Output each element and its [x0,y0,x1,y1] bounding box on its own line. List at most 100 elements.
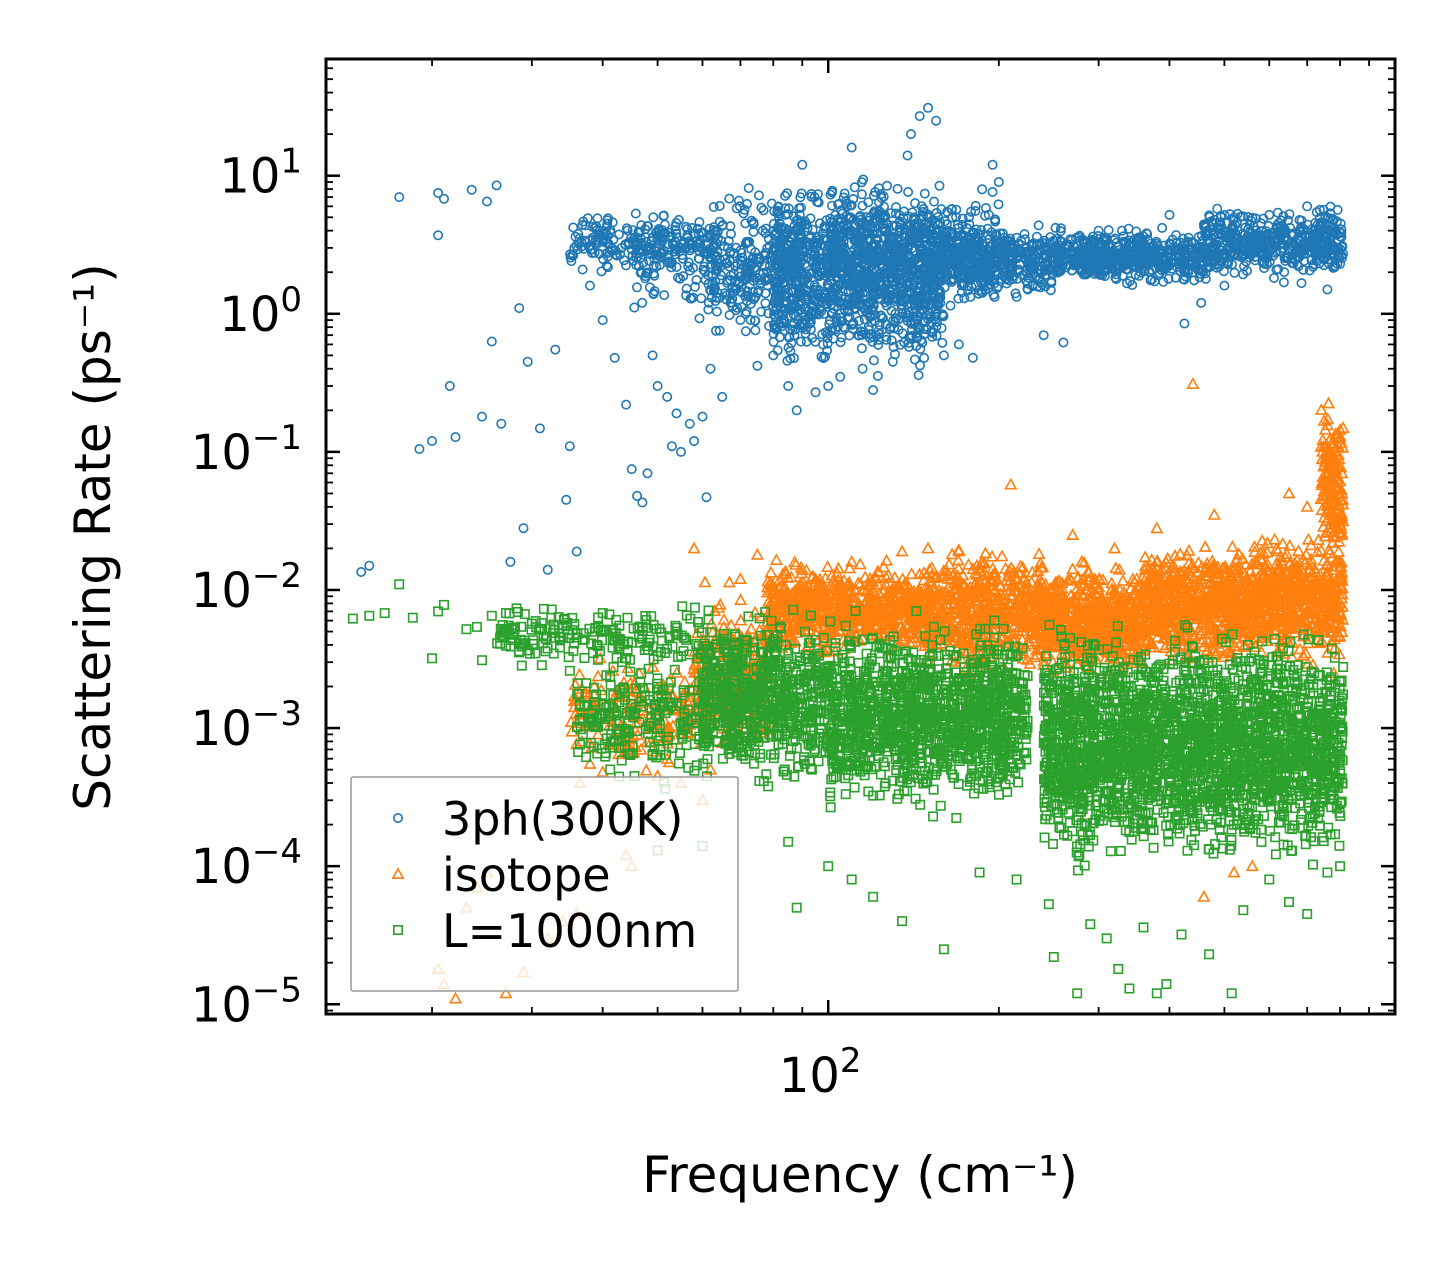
3ph-300k-point [571,240,582,251]
3ph-300k-point [582,213,593,224]
3ph-300k-point [702,232,713,243]
3ph-300k-point [741,198,752,209]
3ph-300k-point [722,258,733,269]
3ph-300k-point [749,315,760,326]
3ph-300k-point [694,313,705,324]
3ph-300k-point [633,260,644,271]
3ph-300k-point [724,255,735,266]
3ph-300k-point [681,283,692,294]
3ph-300k-point [929,196,940,207]
3ph-300k-point [685,293,696,304]
3ph-300k-point [738,208,749,219]
3ph-300k-point [587,248,598,259]
3ph-300k-point [705,229,716,240]
3ph-300k-point [703,249,714,260]
3ph-300k-point [601,260,612,271]
3ph-300k-point [665,232,676,243]
3ph-300k-point [705,284,716,295]
3ph-300k-point [733,195,744,206]
3ph-300k-point [748,294,759,305]
3ph-300k-point [711,306,722,317]
3ph-300k-point [725,221,736,232]
3ph-300k-point [724,310,735,321]
3ph-300k-point [671,244,682,255]
3ph-300k-point [760,298,771,309]
3ph-300k-point [587,232,598,243]
3ph-300k-point [659,290,670,301]
3ph-300k-point [650,245,661,256]
3ph-300k-point [740,326,751,337]
3ph-300k-point [601,248,612,259]
3ph-300k-point [903,187,914,198]
3ph-300k-point [758,205,769,216]
3ph-300k-point [742,267,753,278]
3ph-300k-point [745,314,756,325]
3ph-300k-point [730,277,741,288]
3ph-300k-point [658,211,669,222]
3ph-300k-point [750,325,761,336]
3ph-300k-point [724,193,735,204]
3ph-300k-point [663,252,674,263]
3ph-300k-point [594,232,605,243]
3ph-300k-point [700,274,711,285]
3ph-300k-point [721,290,732,301]
3ph-300k-point [616,242,627,253]
3ph-300k-point [748,217,759,228]
3ph-300k-point [675,273,686,284]
3ph-300k-point [710,276,721,287]
3ph-300k-point [636,267,647,278]
3ph-300k-point [631,282,642,293]
3ph-300k-point [602,215,613,226]
3ph-300k-point [610,245,621,256]
3ph-300k-point [640,224,651,235]
3ph-300k-point [773,211,784,222]
3ph-300k-point [759,250,770,261]
3ph-300k-point [573,228,584,239]
3ph-300k-point [720,288,731,299]
3ph-300k-point [756,202,767,213]
3ph-300k-point [697,244,708,255]
3ph-300k-point [621,223,632,234]
3ph-300k-point [703,297,714,308]
3ph-300k-point [655,233,666,244]
3ph-300k-point [594,248,605,259]
3ph-300k-point [735,255,746,266]
3ph-300k-point [708,202,719,213]
3ph-300k-point [683,257,694,268]
3ph-300k-point [710,325,721,336]
3ph-300k-point [566,256,577,267]
3ph-300k-point [678,271,689,282]
3ph-300k-point [927,331,938,342]
3ph-300k-point [663,239,674,250]
3ph-300k-point [753,190,764,201]
3ph-300k-point [596,266,607,277]
3ph-300k-point [740,308,751,319]
3ph-300k-point [694,217,705,228]
3ph-300k-point [598,233,609,244]
3ph-300k-point [735,286,746,297]
3ph-300k-point [630,208,641,219]
3ph-300k-point [686,223,697,234]
3ph-300k-point [714,325,725,336]
3ph-300k-point [606,245,617,256]
3ph-300k-point [637,297,648,308]
3ph-300k-point [807,224,818,235]
3ph-300k-point [693,253,704,264]
3ph-300k-point [888,341,899,352]
3ph-300k-point [648,289,659,300]
3ph-300k-point [620,260,631,271]
3ph-300k-point [627,225,638,236]
3ph-300k-point [728,248,739,259]
3ph-300k-point [746,215,757,226]
3ph-300k-point [709,282,720,293]
3ph-300k-point [629,302,640,313]
3ph-300k-point [756,306,767,317]
3ph-300k-point [711,265,722,276]
3ph-300k-point [577,264,588,275]
3ph-300k-point [780,190,791,201]
3ph-300k-point [714,201,725,212]
3ph-300k-point [747,257,758,268]
3ph-300k-point [826,200,837,211]
3ph-300k-point [648,260,659,271]
